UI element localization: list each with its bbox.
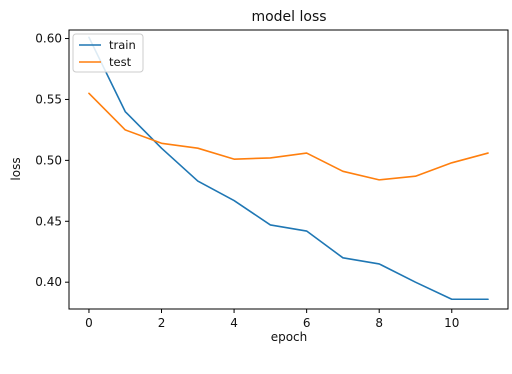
y-tick-label: 0.45	[35, 214, 62, 228]
legend: train test	[72, 33, 144, 73]
y-tick-label: 0.50	[35, 153, 62, 167]
y-axis-label: loss	[9, 157, 23, 180]
legend-label-test: test	[109, 55, 132, 69]
y-tick-label: 0.60	[35, 32, 62, 46]
x-tick-label: 6	[303, 316, 311, 330]
x-tick-label: 2	[158, 316, 166, 330]
chart-title: model loss	[251, 9, 326, 25]
x-tick-label: 4	[230, 316, 238, 330]
plot-frame	[68, 29, 509, 310]
series-line-test	[88, 92, 489, 181]
y-tick-label: 0.55	[35, 92, 62, 106]
x-axis-label: epoch	[271, 330, 308, 344]
x-tick-label: 10	[444, 316, 459, 330]
x-axis-ticks: 0 2 4 6 8 10	[85, 309, 459, 330]
y-tick-label: 0.40	[35, 275, 62, 289]
x-tick-label: 0	[85, 316, 93, 330]
legend-label-train: train	[109, 38, 136, 52]
plot-lines	[88, 36, 489, 301]
x-tick-label: 8	[375, 316, 383, 330]
y-axis-ticks: 0.40 0.45 0.50 0.55 0.60	[35, 32, 69, 289]
series-line-train	[88, 36, 489, 301]
